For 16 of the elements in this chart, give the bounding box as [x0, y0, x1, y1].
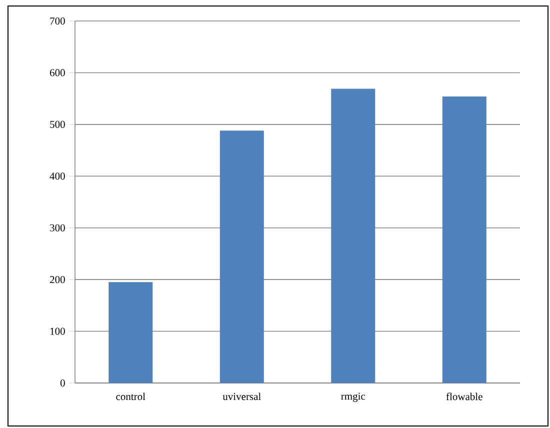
bar [220, 130, 264, 383]
bar [442, 96, 486, 383]
bar [108, 282, 153, 383]
y-tick-label: 0 [60, 379, 65, 387]
bar [331, 88, 376, 383]
x-tick-label: rmgic [341, 392, 366, 402]
y-tick-label: 300 [50, 224, 65, 232]
y-tick-label: 400 [50, 172, 65, 180]
x-tick-label: flowable [446, 392, 482, 400]
x-tick-label: control [116, 392, 146, 400]
y-tick-label: 600 [50, 69, 65, 76]
y-tick-label: 500 [50, 120, 65, 128]
y-tick-label: 700 [50, 17, 65, 25]
y-tick-label: 100 [50, 328, 65, 335]
x-tick-label: uviversal [222, 392, 261, 400]
y-tick-label: 200 [50, 276, 65, 284]
